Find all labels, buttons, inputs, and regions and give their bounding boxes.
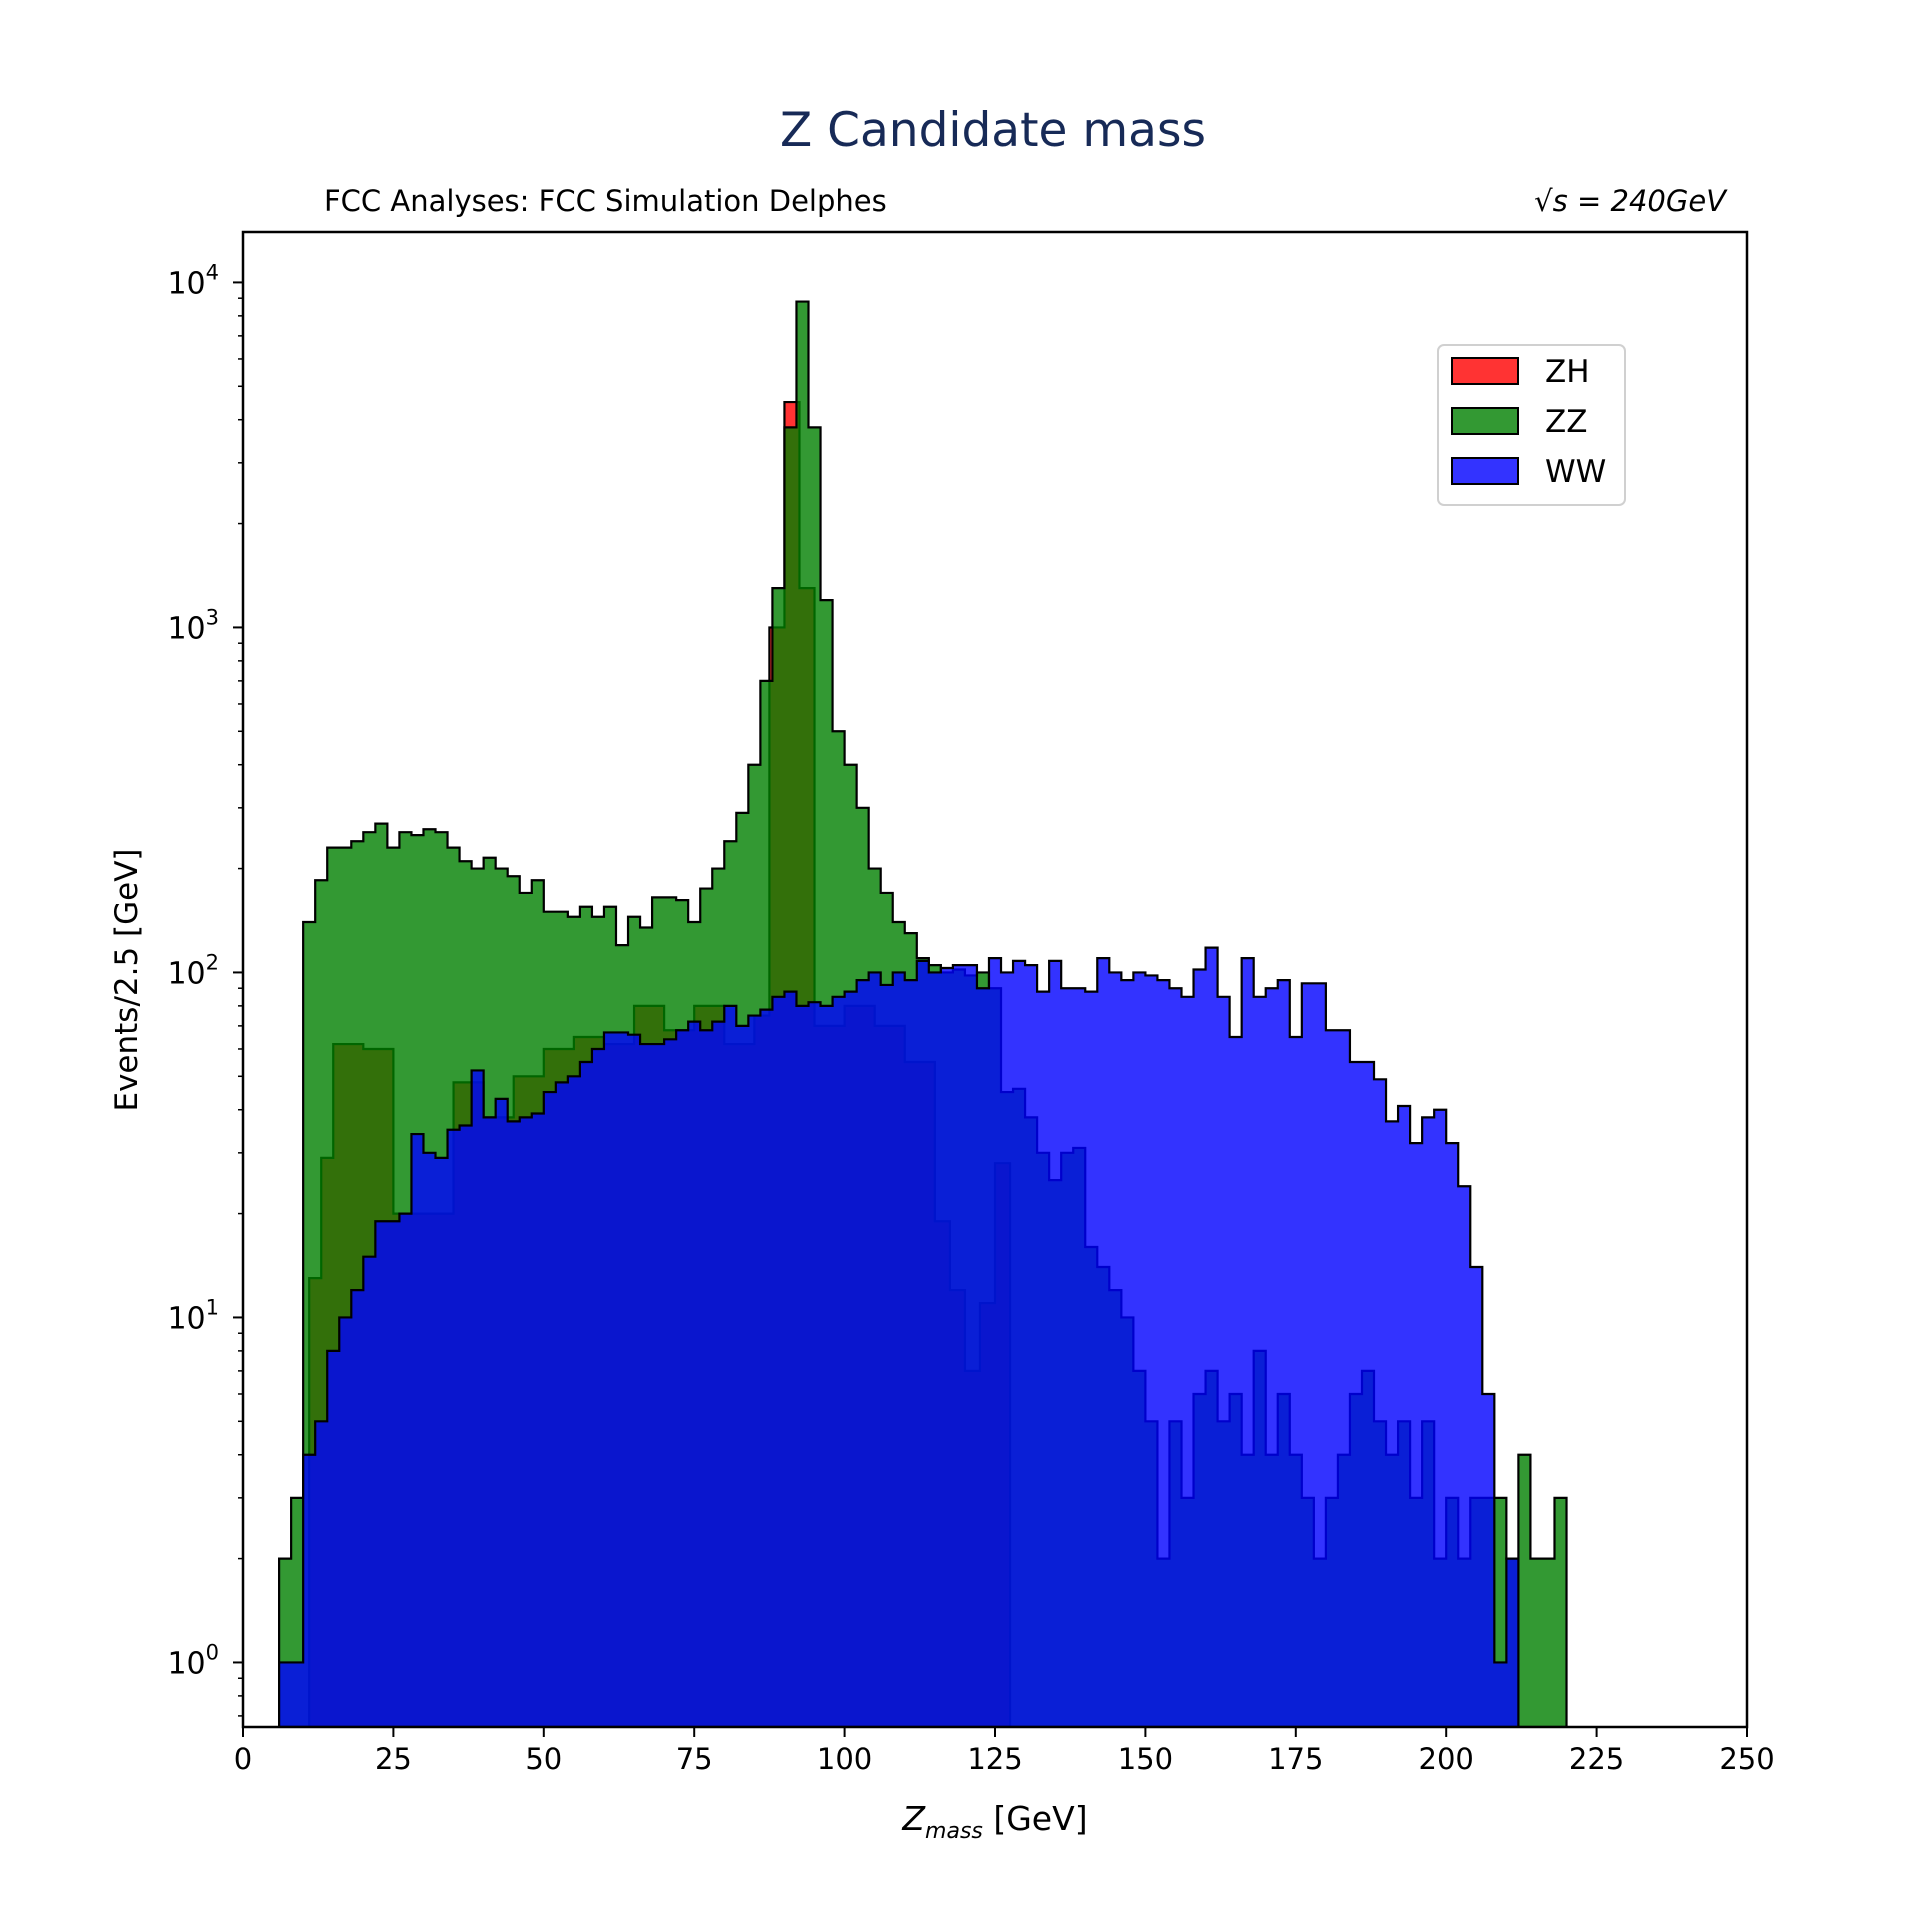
x-axis-label-unit: [GeV] (983, 1799, 1088, 1838)
x-tick-label: 100 (817, 1742, 872, 1776)
chart-title: Z Candidate mass (780, 103, 1206, 158)
legend-label-ww: WW (1545, 454, 1606, 490)
legend-label-zz: ZZ (1545, 404, 1587, 440)
y-tick-label: 104 (167, 260, 219, 301)
y-tick-label: 102 (167, 950, 219, 991)
x-tick-label: 25 (375, 1742, 412, 1776)
y-tick-label: 101 (167, 1295, 219, 1336)
x-tick-label: 50 (525, 1742, 562, 1776)
chart-subtitle-left: FCC Analyses: FCC Simulation Delphes (324, 184, 887, 218)
legend-swatch-zh (1451, 357, 1519, 385)
legend-label-zh: ZH (1545, 354, 1590, 390)
x-axis-label-subscript: mass (925, 1819, 983, 1844)
y-tick-label: 103 (167, 605, 219, 646)
y-tick-label: 100 (167, 1640, 219, 1681)
x-axis-label: Zmass [GeV] (901, 1799, 1087, 1844)
x-axis-label-main: Z (901, 1799, 926, 1838)
legend-items: ZH ZZ WW (1451, 354, 1606, 490)
x-tick-label: 75 (676, 1742, 713, 1776)
legend-swatch-ww (1451, 457, 1519, 485)
legend: ZH ZZ WW (1437, 344, 1626, 506)
x-tick-label: 125 (967, 1742, 1022, 1776)
x-tick-label: 0 (234, 1742, 252, 1776)
legend-swatch-zz (1451, 407, 1519, 435)
chart-subtitle-right: √s = 240GeV (1534, 184, 1728, 218)
x-tick-label: 150 (1118, 1742, 1173, 1776)
x-tick-label: 225 (1569, 1742, 1624, 1776)
histogram-series-ww (278, 946, 1520, 1727)
y-axis-label: Events/2.5 [GeV] (109, 848, 145, 1111)
x-tick-label: 200 (1419, 1742, 1474, 1776)
x-tick-label: 250 (1719, 1742, 1774, 1776)
axes-layer: 0 25 50 75 100 125 150 175 200 225 250 100 101 102 103… (167, 260, 1774, 1776)
series-layer (278, 300, 1568, 1727)
x-tick-label: 175 (1268, 1742, 1323, 1776)
